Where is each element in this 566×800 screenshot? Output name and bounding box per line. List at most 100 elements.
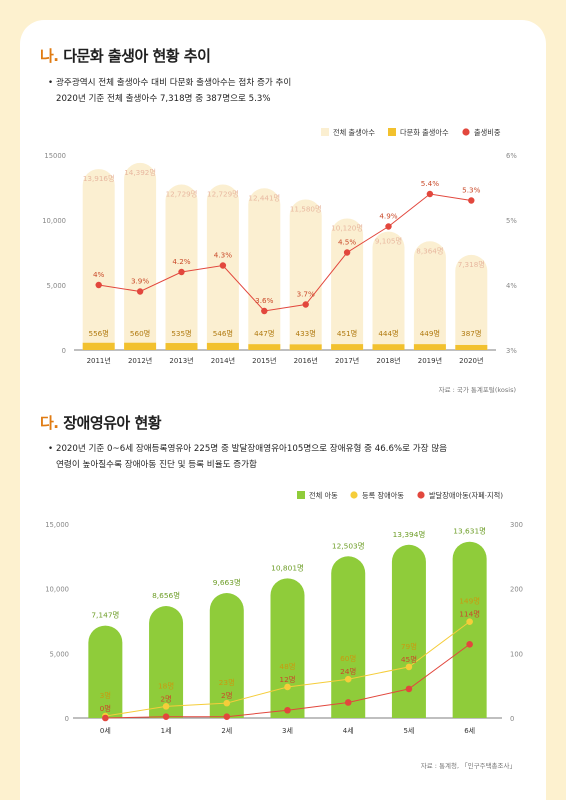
bar-label-multicultural: 556명 xyxy=(89,329,109,338)
y2-tick-label: 3% xyxy=(506,347,517,355)
y-tick-label: 5,000 xyxy=(50,650,69,658)
registered-disabled-point xyxy=(223,699,231,707)
y-tick-label: 15,000 xyxy=(45,521,69,529)
bar-total-births xyxy=(165,184,198,350)
developmental-disabled-label: 0명 xyxy=(100,704,112,713)
bar-total-children xyxy=(209,593,244,718)
ratio-label: 4% xyxy=(93,270,105,279)
ratio-label: 5.4% xyxy=(421,179,439,188)
bar-multicultural xyxy=(82,342,115,350)
x-tick-label: 2016년 xyxy=(294,356,318,365)
bar-label-multicultural: 447명 xyxy=(254,329,274,338)
section1-bullet-2-text: 2020년 기준 전체 출생아수 7,318명 중 387명으로 5.3% xyxy=(56,94,271,104)
bar-multicultural xyxy=(289,344,322,350)
developmental-disabled-label: 2명 xyxy=(160,694,172,703)
bar-label-multicultural: 449명 xyxy=(420,329,440,338)
disability-chart: 전체 아동 등록 장애아동 발달장애아동(자폐·지적) 0 5,000 10,000 15,… xyxy=(45,491,523,735)
x-tick-label: 2014년 xyxy=(211,356,235,365)
y2-tick-label: 5% xyxy=(506,217,517,225)
section1-heading-text: 다문화 출생아 현황 추이 xyxy=(63,47,211,65)
developmental-disabled-point xyxy=(466,640,473,648)
bar-total-children xyxy=(149,606,184,718)
developmental-disabled-point xyxy=(223,713,231,721)
ratio-label: 3.7% xyxy=(297,290,315,299)
registered-disabled-label: 60명 xyxy=(340,654,356,663)
section1-heading-lead: 나. xyxy=(40,47,59,65)
section2-heading-lead: 다. xyxy=(40,414,59,432)
registered-disabled-point xyxy=(284,683,291,691)
bar-label-total-births: 12,441명 xyxy=(248,193,280,202)
section2-heading: 다. 장애영유아 현황 xyxy=(40,412,162,433)
x-tick-label: 2018년 xyxy=(376,356,400,365)
bar-total-births xyxy=(372,231,405,350)
registered-disabled-label: 23명 xyxy=(219,678,235,687)
ratio-point xyxy=(343,249,351,256)
ratio-point xyxy=(468,197,475,204)
x-tick-label: 2세 xyxy=(221,726,232,735)
y2-tick-label: 6% xyxy=(506,152,517,160)
bar-total-births xyxy=(124,162,157,350)
bar-label-total-children: 9,663명 xyxy=(213,578,241,587)
developmental-disabled-label: 2명 xyxy=(221,691,233,700)
bar-label-total-children: 12,503명 xyxy=(332,541,365,550)
bar-total-children xyxy=(88,625,123,718)
section1-bullet-1: • 광주광역시 전체 출생아수 대비 다문화 출생아수는 점차 증가 추이 xyxy=(48,78,292,88)
registered-disabled-label: 3명 xyxy=(100,691,112,700)
registered-disabled-label: 48명 xyxy=(279,662,295,671)
developmental-disabled-point xyxy=(102,714,109,722)
section2-source: 자료 : 통계청, 「인구주택총조사」 xyxy=(420,762,516,770)
registered-disabled-point xyxy=(344,675,352,683)
bar-multicultural xyxy=(413,344,446,350)
birth-chart: 전체 출생아수 다문화 출생아수 출생비중 0 5,000 10,000 15000 3% 4%… xyxy=(42,128,517,365)
x-tick-label: 1세 xyxy=(161,726,172,735)
bar-total-children xyxy=(452,541,487,718)
legend-marker-다문화-출생아수 xyxy=(388,128,396,136)
x-tick-label: 2013년 xyxy=(169,356,193,365)
x-tick-label: 2012년 xyxy=(128,356,152,365)
ratio-label: 3.6% xyxy=(255,296,273,305)
y2-tick-label: 4% xyxy=(506,282,517,290)
ratio-point xyxy=(302,301,309,308)
ratio-label: 3.9% xyxy=(131,277,149,286)
bar-label-total-children: 10,801명 xyxy=(271,563,304,572)
x-tick-label: 2017년 xyxy=(335,356,359,365)
section1-bullet-2: 2020년 기준 전체 출생아수 7,318명 중 387명으로 5.3% xyxy=(48,91,291,107)
x-tick-label: 2011년 xyxy=(87,356,111,365)
bar-label-total-children: 13,631명 xyxy=(453,527,486,536)
bar-multicultural xyxy=(124,342,157,350)
y2-tick-label: 0 xyxy=(510,715,514,723)
bar-total-births xyxy=(455,254,488,350)
y-tick-label: 10,000 xyxy=(42,217,66,225)
bar-multicultural xyxy=(165,343,198,350)
bar-total-births xyxy=(82,169,115,350)
registered-disabled-point xyxy=(405,663,413,671)
developmental-disabled-label: 24명 xyxy=(340,667,356,676)
section2-bullets: • 2020년 기준 0~6세 장애등록영유아 225명 중 발달장애영유아105… xyxy=(48,441,447,473)
bar-label-multicultural: 433명 xyxy=(296,329,316,338)
bar-label-total-births: 12,729명 xyxy=(166,190,198,199)
bar-label-total-children: 7,147명 xyxy=(91,611,119,620)
ratio-point xyxy=(178,268,185,276)
legend-marker-발달장애아동-자폐-지적 xyxy=(417,491,425,499)
section1-source: 자료 : 국가 통계포털(kosis) xyxy=(438,386,516,394)
bar-total-children xyxy=(391,544,426,718)
ratio-label: 4.5% xyxy=(338,238,356,247)
bar-label-total-births: 7,318명 xyxy=(458,260,485,269)
x-tick-label: 2020년 xyxy=(459,356,483,365)
x-tick-label: 0세 xyxy=(100,726,111,735)
registered-disabled-label: 18명 xyxy=(158,681,174,690)
y-tick-label: 5,000 xyxy=(47,282,66,290)
bar-label-total-births: 13,916명 xyxy=(83,174,115,183)
x-tick-label: 4세 xyxy=(343,726,354,735)
legend-label-다문화-출생아수: 다문화 출생아수 xyxy=(400,128,449,137)
ratio-label: 4.2% xyxy=(172,257,190,266)
legend-label-전체-출생아수: 전체 출생아수 xyxy=(333,128,375,137)
ratio-line xyxy=(98,193,472,312)
x-tick-label: 6세 xyxy=(464,726,475,735)
developmental-disabled-point xyxy=(405,685,413,693)
bar-label-total-births: 12,729명 xyxy=(207,190,239,199)
bar-total-births xyxy=(331,218,364,350)
registered-disabled-label: 149명 xyxy=(459,597,480,606)
legend-label-전체-아동: 전체 아동 xyxy=(309,491,338,500)
bar-label-multicultural: 535명 xyxy=(171,329,191,338)
